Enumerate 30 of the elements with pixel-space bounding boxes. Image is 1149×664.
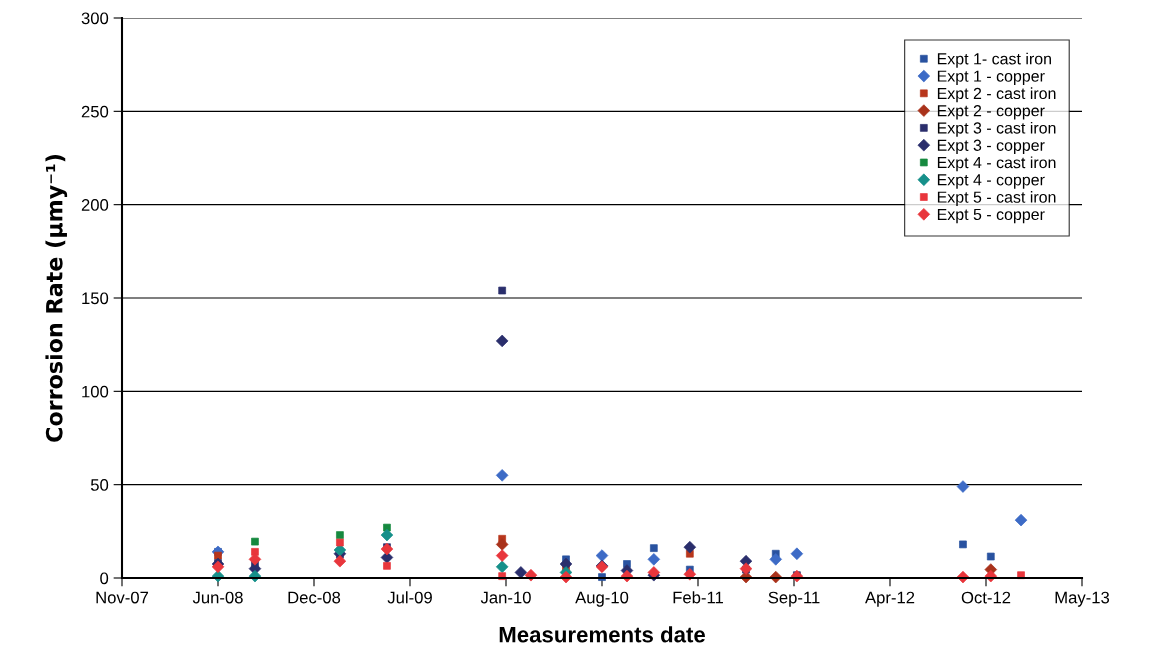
x-tick-label: Dec-08 — [288, 591, 341, 604]
legend-label: Expt 5 - cast iron — [937, 191, 1056, 206]
y-tick-label: 150 — [82, 292, 109, 305]
x-tick-label: Aug-10 — [575, 591, 629, 607]
legend-label: Expt 1- cast iron — [937, 52, 1051, 68]
y-tick-label: 100 — [82, 385, 109, 398]
legend-label: Expt 1 - copper — [937, 70, 1045, 85]
x-tick-label: Nov-07 — [96, 591, 149, 604]
x-tick-label: Sep-11 — [768, 591, 820, 607]
x-tick-label: Jan-10 — [480, 591, 531, 604]
y-tick-label: 50 — [90, 479, 109, 491]
legend-label: Expt 3 - copper — [937, 139, 1045, 155]
legend-label: Expt 4 - cast iron — [937, 156, 1056, 172]
x-tick-label: May-13 — [1055, 591, 1110, 607]
x-tick-label: Feb-11 — [673, 591, 723, 604]
x-axis-title: Measurements date — [499, 626, 705, 643]
x-tick-label: Oct-12 — [961, 591, 1011, 604]
y-tick-label: 250 — [81, 105, 109, 118]
legend-label: Expt 3 - cast iron — [937, 121, 1056, 137]
y-tick-label: 300 — [81, 12, 109, 25]
legend-label: Expt 2 - cast iron — [937, 87, 1056, 103]
y-tick-label: 0 — [100, 572, 109, 585]
legend-label: Expt 5 - copper — [937, 208, 1045, 224]
x-tick-label: Jun-08 — [192, 591, 243, 604]
x-tick-label: Apr-12 — [865, 591, 915, 607]
x-tick-label: Jul-09 — [387, 591, 432, 604]
y-axis-title: Corrosion Rate (µmy⁻¹) — [45, 155, 68, 442]
legend-label: Expt 4 - copper — [937, 174, 1045, 189]
legend-label: Expt 2 - copper — [937, 105, 1045, 120]
y-tick-label: 200 — [81, 199, 109, 211]
